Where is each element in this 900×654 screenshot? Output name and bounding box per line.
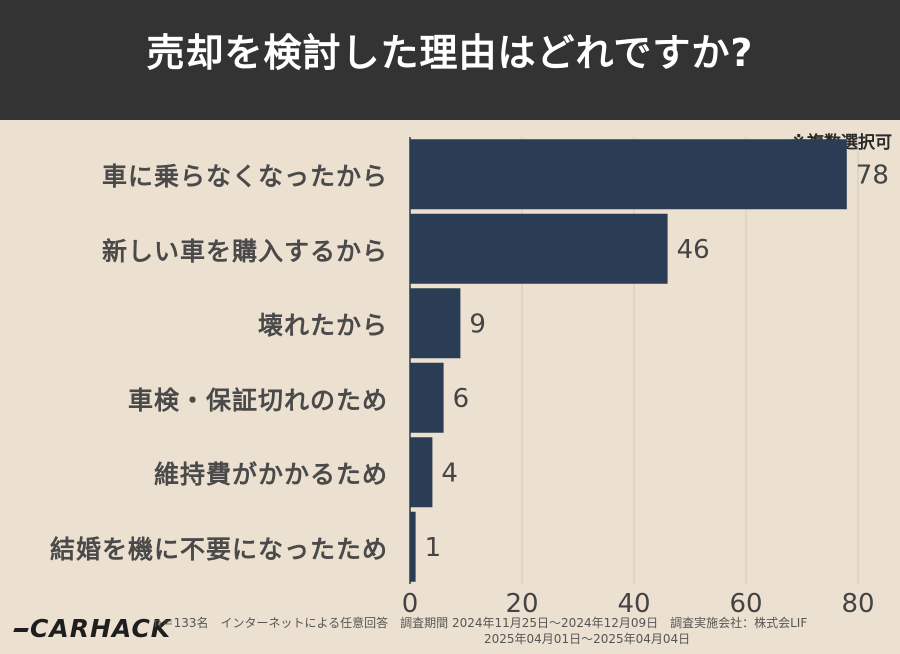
bar [410,362,444,433]
survey-info-line2: 2025年04月01日～2025年04月04日 [484,632,691,646]
category-label: 結婚を機に不要になったため [49,534,388,564]
category-label: 新しい車を購入するから [101,236,388,266]
bar [410,437,433,508]
survey-info-line1: n＝133名 インターネットによる任意回答 調査期間 2024年11月25日～2… [154,616,808,630]
logo-speed-mark [13,628,29,632]
bar-value-label: 4 [441,458,458,488]
x-tick-label: 0 [402,589,419,619]
bar-value-label: 6 [453,384,470,414]
x-tick-label: 80 [841,589,874,619]
title-banner: 売却を検討した理由はどれですか? [0,0,900,120]
x-tick-label: 20 [505,589,538,619]
category-label: 車検・保証切れのため [127,385,388,415]
survey-footnote: n＝133名 インターネットによる任意回答 調査期間 2024年11月25日～2… [154,615,807,647]
category-label: 維持費がかかるため [153,460,388,490]
bar [410,139,847,210]
bar [410,511,416,582]
bar-value-label: 46 [677,235,710,265]
bar-value-label: 78 [856,160,889,190]
chart-title: 売却を検討した理由はどれですか? [146,31,754,75]
x-tick-label: 40 [617,589,650,619]
bar [410,288,461,359]
x-tick-label: 60 [729,589,762,619]
carhack-logo: CARHACK [13,614,172,643]
category-label: 壊れたから [257,311,388,341]
bar-value-label: 1 [425,533,442,563]
bar [410,213,668,284]
logo-text: CARHACK [30,614,172,643]
bar-value-label: 9 [469,309,486,339]
category-label: 車に乗らなくなったから [101,162,388,192]
